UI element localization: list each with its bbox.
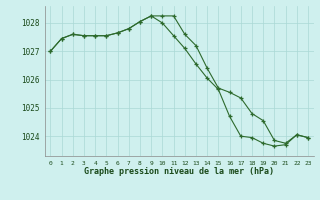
X-axis label: Graphe pression niveau de la mer (hPa): Graphe pression niveau de la mer (hPa) (84, 167, 274, 176)
